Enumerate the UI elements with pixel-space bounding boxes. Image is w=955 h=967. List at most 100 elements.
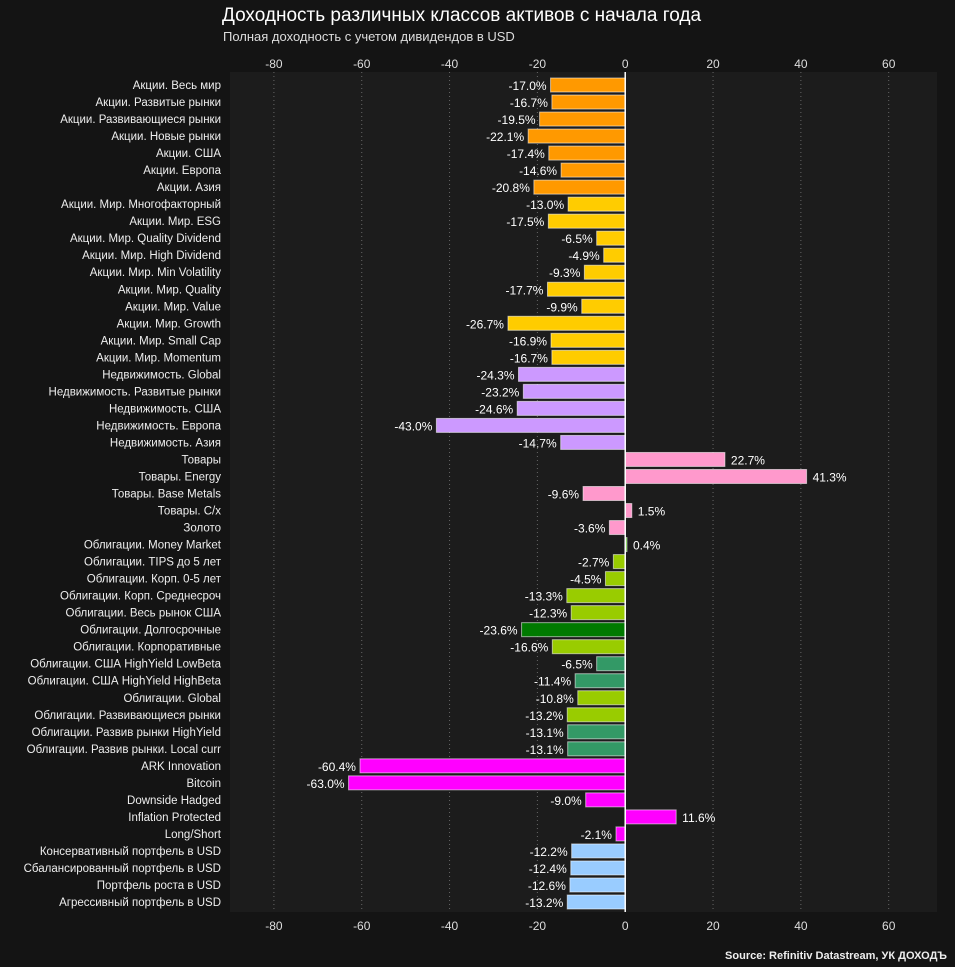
value-label: 41.3% xyxy=(813,470,847,484)
category-label: Bitcoin xyxy=(186,778,221,790)
category-label: Акции. Мир. Momentum xyxy=(96,352,221,364)
category-label: Облигации. США HighYield LowBeta xyxy=(30,659,221,671)
value-label: 11.6% xyxy=(682,811,715,825)
bar xyxy=(570,605,626,621)
category-label: Облигации. Global xyxy=(123,693,221,705)
bar xyxy=(612,554,626,570)
value-label: -60.4% xyxy=(318,760,356,774)
category-label: Консервативный портфель в USD xyxy=(40,846,221,858)
value-label: 0.4% xyxy=(633,539,661,553)
category-label: Портфель роста в USD xyxy=(97,880,221,892)
value-label: -17.7% xyxy=(505,283,543,297)
category-label: Недвижимость. Развитые рынки xyxy=(49,386,221,398)
bar xyxy=(596,230,626,246)
bar xyxy=(551,639,626,655)
category-label: Downside Hadged xyxy=(127,795,221,807)
value-label: -13.0% xyxy=(526,198,564,212)
category-label: Акции. Мир. Min Volatility xyxy=(90,267,221,279)
value-label: -17.4% xyxy=(507,147,545,161)
x-tick-label-bottom: 0 xyxy=(622,919,629,933)
category-label: Золото xyxy=(183,523,221,535)
category-label: Облигации. Развивающиеся рынки xyxy=(34,710,221,722)
bar xyxy=(507,315,626,331)
category-label: Акции. Развивающиеся рынки xyxy=(60,114,221,126)
category-label: Акции. Мир. High Dividend xyxy=(82,250,221,262)
category-label: Товары. Base Metals xyxy=(112,489,221,501)
value-label: -2.7% xyxy=(578,556,610,570)
bar xyxy=(435,417,626,433)
chart-title: Доходность различных классов активов с н… xyxy=(222,5,702,26)
bar xyxy=(624,809,677,825)
x-tick-label-top: 0 xyxy=(622,57,629,71)
category-label: Товары xyxy=(181,454,221,466)
category-label: Товары. Energy xyxy=(139,471,222,483)
category-label: Облигации. Развив рынки HighYield xyxy=(32,727,221,739)
bar xyxy=(566,894,626,910)
value-label: -10.8% xyxy=(536,692,574,706)
category-label: Недвижимость. Азия xyxy=(110,437,221,449)
value-label: -19.5% xyxy=(498,113,536,127)
category-label: Облигации. Money Market xyxy=(84,540,222,552)
value-label: -17.5% xyxy=(506,215,544,229)
category-label: Товары. С/х xyxy=(158,506,221,518)
value-label: 1.5% xyxy=(638,505,666,519)
value-label: -22.1% xyxy=(486,130,524,144)
bar xyxy=(604,571,626,587)
x-tick-label-bottom: 20 xyxy=(706,919,720,933)
category-label: Облигации. TIPS до 5 лет xyxy=(84,557,222,569)
x-tick-label-top: -20 xyxy=(529,57,547,71)
bar xyxy=(583,264,626,280)
value-label: -16.9% xyxy=(509,334,547,348)
bar xyxy=(596,656,626,672)
bar xyxy=(527,128,626,144)
bar xyxy=(560,162,626,178)
x-tick-label-top: -40 xyxy=(441,57,459,71)
bar xyxy=(569,877,626,893)
value-label: -16.7% xyxy=(510,351,548,365)
bar xyxy=(521,622,626,638)
value-label: -14.6% xyxy=(519,164,557,178)
category-label: Облигации. Корпоративные xyxy=(73,642,221,654)
bar xyxy=(547,213,626,229)
bar xyxy=(624,468,808,484)
x-tick-label-top: 20 xyxy=(706,57,720,71)
bar xyxy=(548,145,626,161)
category-label: Акции. Европа xyxy=(143,165,221,177)
category-label: Акции. Новые рынки xyxy=(111,131,221,143)
category-label: Облигации. Долгосрочные xyxy=(80,625,221,637)
bar xyxy=(567,196,626,212)
category-label: Акции. Мир. Small Cap xyxy=(101,335,221,347)
bar xyxy=(566,707,626,723)
value-label: -23.6% xyxy=(480,624,518,638)
bar xyxy=(567,741,626,757)
value-label: -16.7% xyxy=(510,96,548,110)
category-label: Облигации. Весь рынок США xyxy=(66,608,222,620)
bar xyxy=(615,826,626,842)
category-label: Inflation Protected xyxy=(128,812,221,824)
value-label: -24.6% xyxy=(475,402,513,416)
category-label: Облигации. Корп. 0-5 лет xyxy=(87,574,222,586)
category-label: ARK Innovation xyxy=(141,761,221,773)
x-tick-label-top: 60 xyxy=(882,57,896,71)
value-label: -43.0% xyxy=(394,419,432,433)
category-label: Сбалансированный портфель в USD xyxy=(24,863,221,875)
value-label: -9.6% xyxy=(548,488,580,502)
bar xyxy=(551,94,626,110)
bar xyxy=(560,434,626,450)
category-label: Облигации. Корп. Среднесроч xyxy=(60,591,221,603)
bar xyxy=(570,860,626,876)
category-label: Недвижимость. Global xyxy=(102,369,221,381)
x-tick-label-top: -60 xyxy=(353,57,371,71)
value-label: -4.9% xyxy=(568,249,600,263)
value-label: -11.4% xyxy=(534,675,571,689)
category-label: Облигации. США HighYield HighBeta xyxy=(28,676,222,688)
bar xyxy=(518,366,626,382)
x-tick-label-top: 40 xyxy=(794,57,808,71)
category-label: Акции. Весь мир xyxy=(133,80,221,92)
value-label: -26.7% xyxy=(466,317,504,331)
bar xyxy=(551,349,626,365)
value-label: -12.2% xyxy=(530,845,568,859)
bar xyxy=(516,400,626,416)
value-label: -9.3% xyxy=(549,266,581,280)
